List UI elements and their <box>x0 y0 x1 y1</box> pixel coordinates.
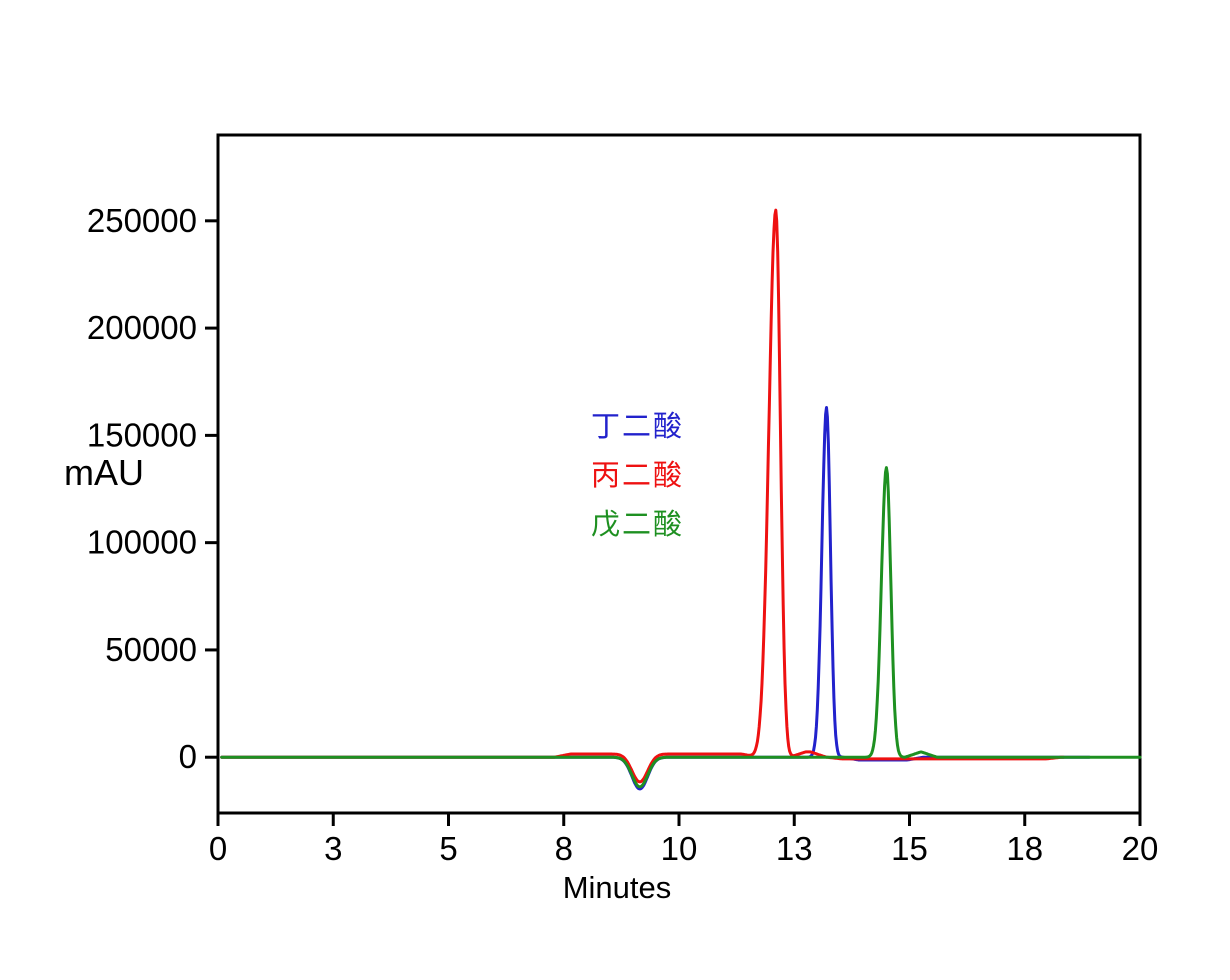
x-tick-label: 0 <box>209 830 227 867</box>
y-tick-label: 50000 <box>105 631 197 668</box>
x-axis-title: Minutes <box>562 870 672 905</box>
y-tick-label: 0 <box>179 738 197 775</box>
y-tick-label: 200000 <box>87 309 197 346</box>
x-tick-label: 18 <box>1006 830 1043 867</box>
x-tick-label: 8 <box>555 830 573 867</box>
x-tick-label: 3 <box>324 830 342 867</box>
y-tick-label: 100000 <box>87 524 197 561</box>
legend-label-glutaric-acid: 戊二酸 <box>591 507 685 541</box>
legend-label-malonic-acid: 丙二酸 <box>591 458 685 492</box>
peak-legend: 丁二酸 丙二酸 戊二酸 <box>591 402 684 549</box>
trace-glutaric-acid <box>220 466 1142 789</box>
x-tick-label: 20 <box>1122 830 1159 867</box>
x-tick-label: 10 <box>661 830 698 867</box>
x-tick-label: 15 <box>891 830 928 867</box>
x-tick-label: 13 <box>776 830 813 867</box>
y-axis-title: mAU <box>64 452 144 493</box>
x-tick-label: 5 <box>439 830 457 867</box>
y-tick-label: 250000 <box>87 202 197 239</box>
legend-label-succinic-acid: 丁二酸 <box>591 409 685 443</box>
y-tick-label: 150000 <box>87 416 197 453</box>
